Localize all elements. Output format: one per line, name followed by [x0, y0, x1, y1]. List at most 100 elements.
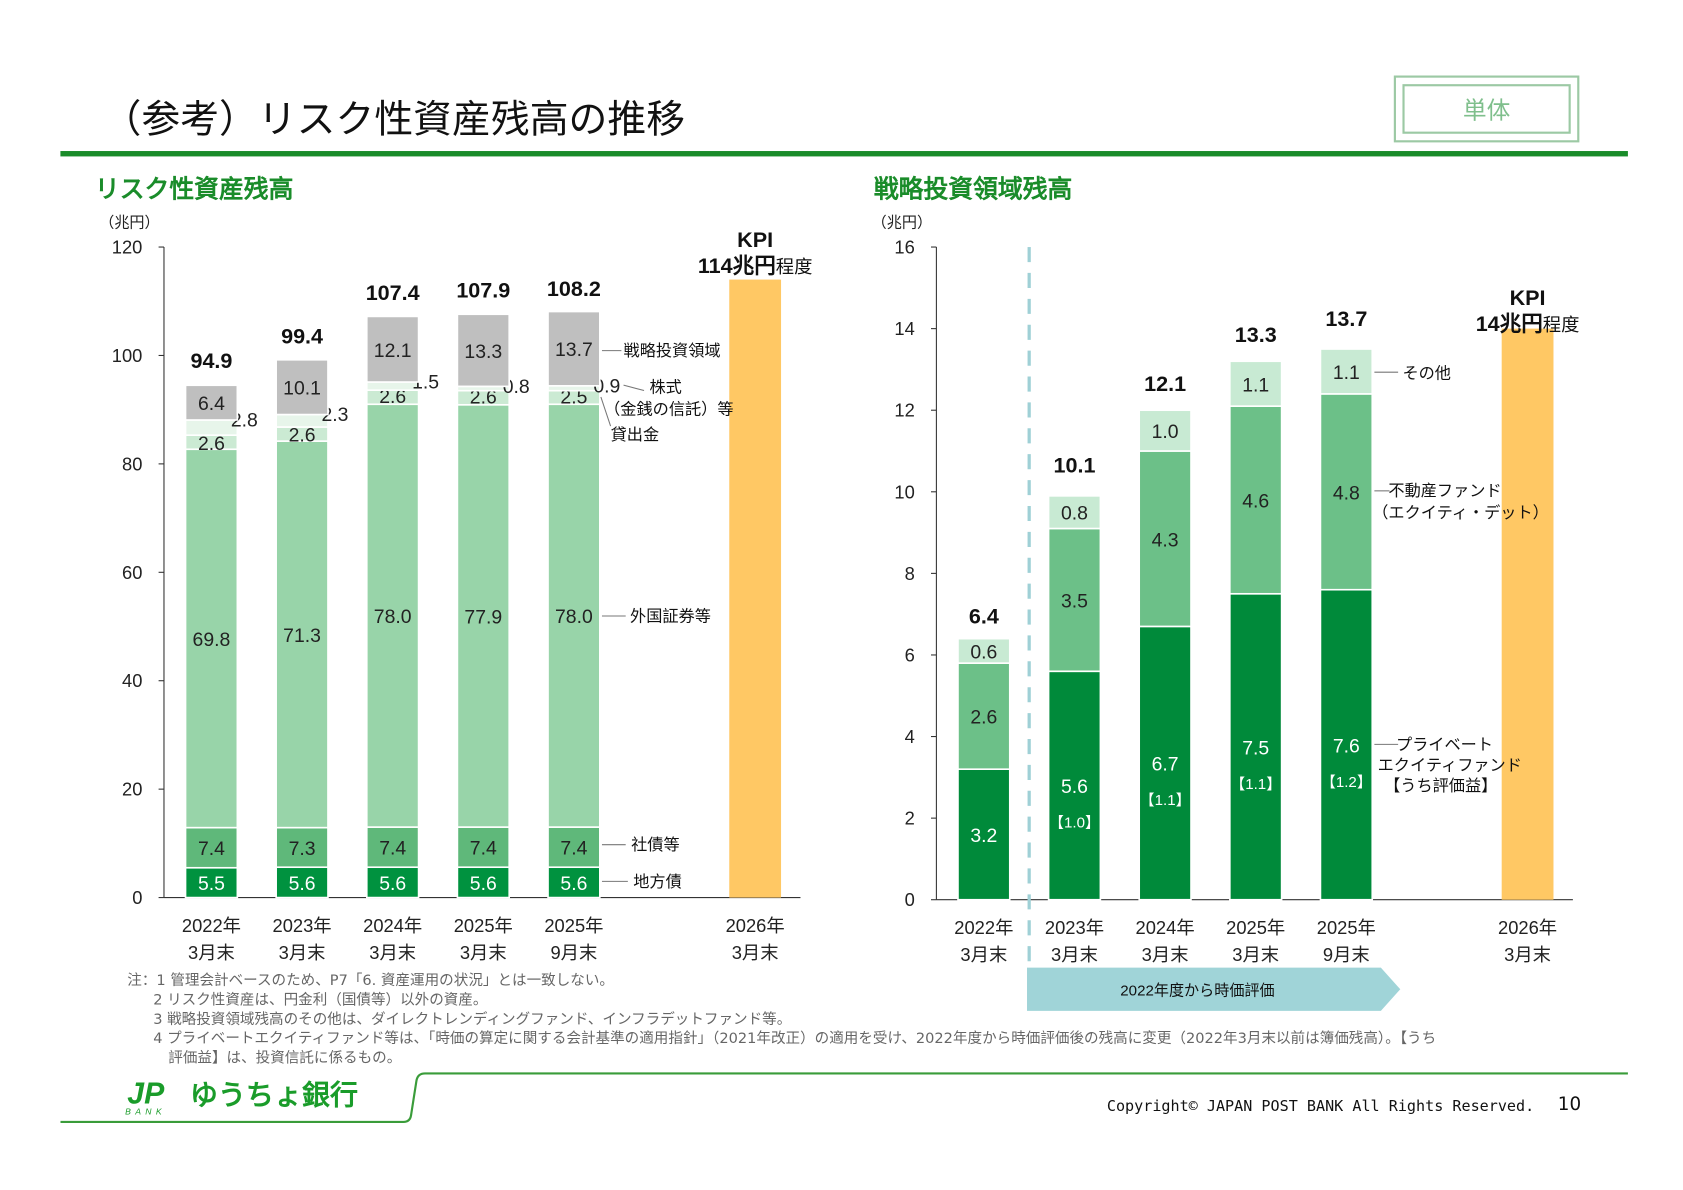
jp-bank-logo: JP BANK ゆうちょ銀行: [123, 1073, 393, 1117]
data-label: 2.6: [289, 425, 316, 447]
x-tick-label: 3月末: [1051, 944, 1098, 965]
y-tick-label: 80: [122, 453, 142, 474]
data-label: 4.3: [1152, 529, 1179, 551]
bar-segment: [275, 413, 329, 428]
legend-label: プライベート: [1396, 736, 1493, 754]
data-label: 5.6: [470, 873, 497, 895]
y-tick-label: 12: [894, 400, 914, 421]
bar-segment: [957, 637, 1011, 664]
data-label: 71.3: [283, 625, 321, 647]
x-tick-label: 2025年: [1317, 917, 1376, 938]
bar-segment: [1229, 405, 1283, 595]
note: 4 プライベートエクイティファンド等は、「時価の算定に関する会計基準の適用指針」…: [153, 1030, 1437, 1048]
x-tick-label: 3月末: [1142, 944, 1189, 965]
kpi-label: KPI: [737, 227, 773, 252]
legend-label: その他: [1402, 365, 1451, 383]
data-label: 13.7: [555, 339, 593, 361]
data-sublabel: 【1.1】: [1230, 776, 1281, 793]
data-label: 7.4: [198, 838, 225, 860]
y-tick-label: 100: [112, 345, 143, 366]
bar-segment: [184, 448, 239, 829]
x-tick-label: 3月末: [1232, 944, 1279, 965]
bar-segment: [456, 313, 511, 388]
bar-segment: [275, 440, 329, 829]
data-label: 78.0: [374, 606, 412, 628]
annotation-label: 2022年度から時価評価: [1120, 983, 1274, 1000]
data-label: 2.6: [198, 433, 225, 455]
bar-segment: [365, 315, 420, 383]
data-label: 7.5: [1242, 737, 1269, 759]
data-label: 77.9: [464, 606, 502, 628]
bar-segment: [1319, 393, 1374, 591]
data-label: 0.8: [1061, 503, 1088, 525]
data-sublabel: 【1.2】: [1321, 774, 1372, 791]
data-label: 7.3: [289, 838, 316, 860]
bar-segment: [1138, 450, 1192, 628]
kpi-value-label: 114兆円程度: [698, 253, 813, 278]
x-tick-label: 2022年: [182, 915, 241, 936]
total-label: 10.1: [1054, 453, 1096, 478]
bar-segment: [365, 403, 420, 828]
y-tick-label: 14: [894, 318, 914, 339]
x-tick-label: 2024年: [1136, 917, 1195, 938]
bar-segment: [547, 310, 601, 387]
page-number: 10: [1557, 1093, 1582, 1116]
kpi-bar: [729, 279, 782, 898]
bar-segment: [1047, 495, 1102, 530]
bar-segment: [1138, 625, 1192, 901]
x-tick-label: 3月末: [1504, 944, 1551, 965]
y-tick-label: 2: [905, 808, 915, 829]
x-tick-label: 2023年: [273, 915, 332, 936]
x-tick-label: 2026年: [1498, 917, 1557, 938]
bar-segment: [184, 419, 239, 436]
svg-text:ゆうちょ銀行: ゆうちょ銀行: [190, 1079, 358, 1111]
data-label: 2.6: [379, 386, 406, 408]
kpi-label: KPI: [1510, 285, 1546, 310]
data-label: 13.3: [464, 341, 502, 363]
legend-label: 株式: [649, 379, 681, 397]
x-tick-label: 9月末: [550, 942, 597, 963]
legend-label: 地方債: [633, 873, 682, 891]
x-tick-label: 2022年: [954, 917, 1013, 938]
data-label: 0.6: [970, 641, 997, 663]
scope-badge: 単体: [1393, 75, 1580, 143]
footnotes: 注：1 管理会計ベースのため、P7「6. 資産運用の状況」とは一致しない。 2 …: [127, 971, 1436, 1068]
kpi-value-label: 14兆円程度: [1476, 311, 1580, 336]
total-label: 107.4: [366, 280, 420, 305]
data-label: 4.8: [1333, 482, 1360, 504]
legend-label: 【うち評価益】: [1384, 777, 1497, 795]
svg-text:BANK: BANK: [125, 1106, 166, 1116]
title-divider: [60, 151, 1628, 157]
note: 評価益】は、投資信託に係るもの。: [168, 1049, 402, 1067]
data-label: 2.6: [970, 707, 997, 729]
bar-segment: [547, 826, 601, 869]
data-label: 69.8: [193, 629, 231, 651]
bar-segment: [456, 403, 511, 828]
leader-line: [600, 396, 612, 427]
data-label: 6.7: [1152, 754, 1179, 776]
y-tick-label: 16: [894, 237, 914, 258]
total-label: 99.4: [281, 324, 323, 349]
bar-segment: [957, 662, 1011, 770]
leader-line: [623, 384, 645, 392]
bar-segment: [1319, 588, 1374, 901]
x-tick-label: 3月末: [460, 942, 507, 963]
bar-segment: [1047, 670, 1102, 901]
x-tick-label: 2026年: [726, 915, 785, 936]
data-label: 4.6: [1242, 491, 1269, 513]
bar-segment: [184, 384, 239, 421]
total-label: 13.3: [1235, 322, 1277, 347]
page-title: （参考）リスク性資産残高の推移: [102, 98, 686, 143]
data-label: 1.0: [1152, 421, 1179, 443]
scope-badge-label: 単体: [1402, 84, 1571, 134]
total-label: 6.4: [969, 604, 999, 629]
data-label: 5.6: [560, 873, 587, 895]
y-tick-label: 0: [905, 889, 915, 910]
bar-segment: [1229, 360, 1283, 407]
data-sublabel: 【1.0】: [1049, 815, 1100, 832]
left-chart-subtitle: リスク性資産残高: [94, 175, 294, 204]
y-tick-label: 8: [905, 563, 915, 584]
legend-label: 不動産ファンド: [1388, 482, 1501, 500]
legend-label: 社債等: [631, 836, 680, 854]
legend-label: 貸出金: [611, 426, 660, 444]
